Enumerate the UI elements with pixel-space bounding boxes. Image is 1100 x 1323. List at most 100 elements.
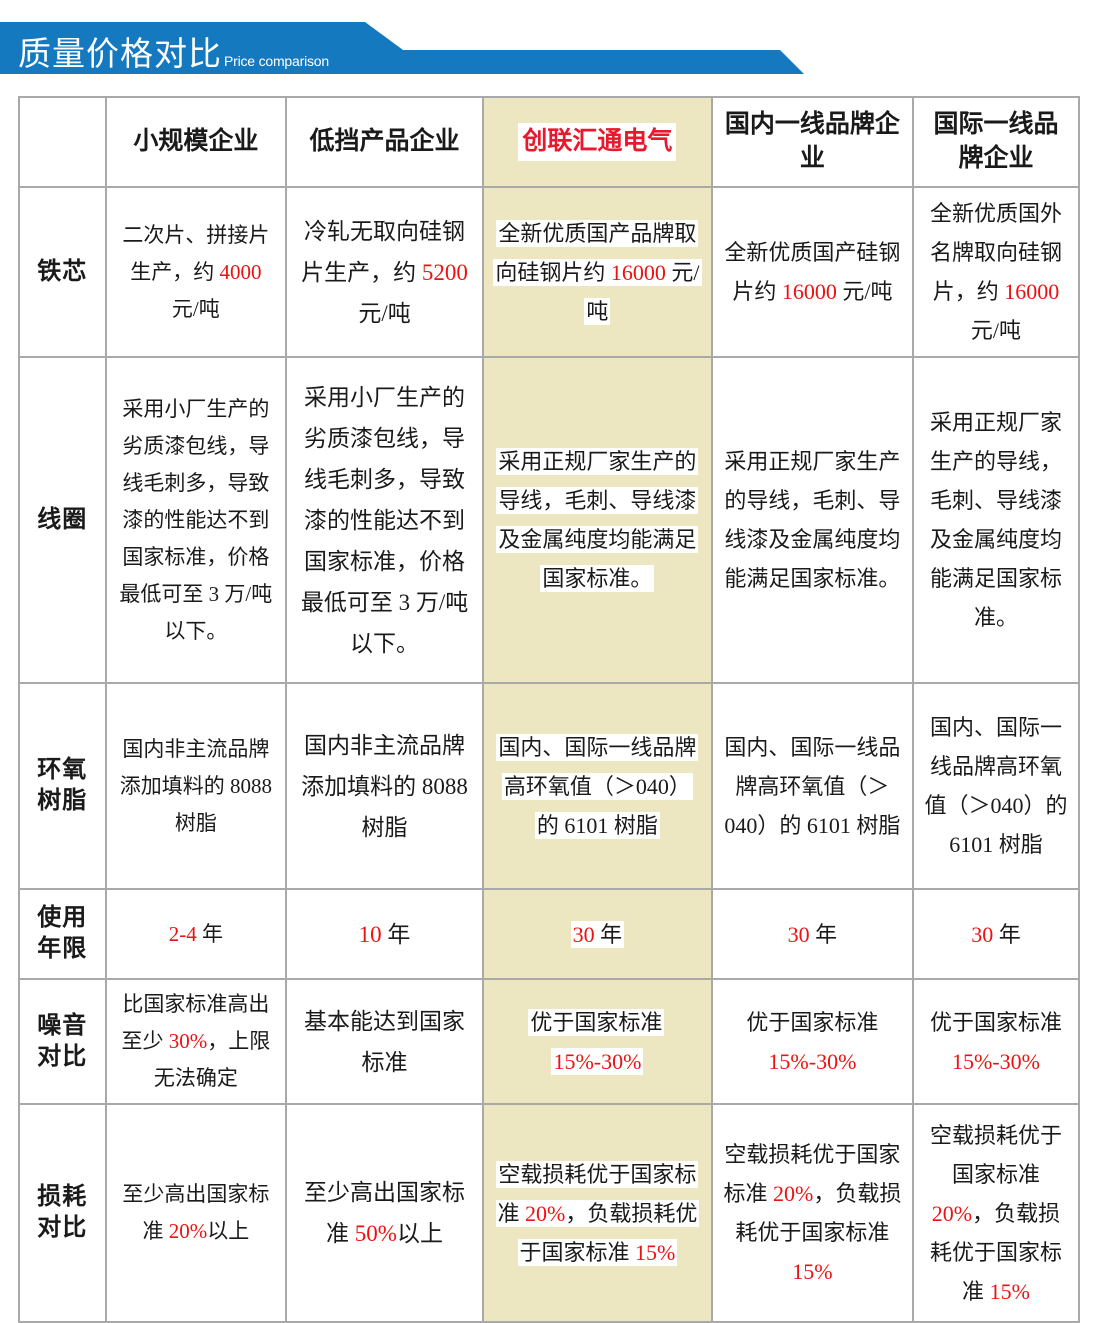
cell-value-text: 元/吨 (586, 259, 700, 324)
cell-content: 国内、国际一线品牌高环氧值（＞040）的 6101 树脂 (724, 735, 900, 838)
cell-value-text: 空载损耗优于国家标准 (723, 1142, 901, 1206)
cell-value-text: 采用正规厂家生产的导线，毛刺、导线漆及金属纯度均能满足国家标准。 (929, 410, 1062, 630)
row-label-4: 噪音对比 (18, 978, 107, 1105)
row-label-3: 使用年限 (18, 888, 107, 980)
cell-value-text: 优于国家标准 (530, 1009, 663, 1035)
cell-content: 30 年 (788, 922, 838, 947)
cell-domestic-0: 全新优质国产硅钢片约 16000 元/吨 (710, 186, 914, 358)
comparison-table-container: 小规模企业 低挡产品企业 创联汇通电气 国内一线品牌企业 国际一线品牌企业 铁芯 二次片、拼… (18, 96, 1081, 1323)
cell-value-text: ，负载损耗优于国家标准 (929, 1200, 1062, 1304)
cell-chuanglian-2: 国内、国际一线品牌高环氧值（＞040）的 6101 树脂 (481, 682, 713, 890)
header-cell-small: 小规模企业 (104, 96, 288, 188)
cell-value-number: 20% (773, 1181, 814, 1206)
cell-content: 比国家标准高出至少 30%，上限无法确定 (121, 992, 270, 1090)
cell-value-text: 国内、国际一线品牌高环氧值（＞040）的 6101 树脂 (924, 715, 1068, 857)
cell-value-text: 元/吨 (970, 318, 1022, 343)
cell-value-text: 基本能达到国家标准 (304, 1008, 466, 1075)
cell-value-text: 国内、国际一线品牌高环氧值（＞040）的 6101 树脂 (498, 734, 697, 838)
cell-value-number: 15%-30% (951, 1048, 1040, 1074)
cell-value-text: 年 (993, 921, 1021, 947)
row-label-1: 线圈 (18, 356, 107, 684)
cell-content: 采用正规厂家生产的导线，毛刺、导线漆及金属纯度均能满足国家标准。 (724, 449, 900, 591)
cell-value-number: 30 (572, 921, 595, 947)
cell-value-number: 30 (971, 921, 994, 947)
row-label-text: 环氧树脂 (37, 757, 88, 814)
cell-lowend-3: 10 年 (285, 888, 484, 980)
cell-lowend-2: 国内非主流品牌添加填料的 8088 树脂 (285, 682, 484, 890)
row-label-0: 铁芯 (18, 186, 107, 358)
cell-domestic-2: 国内、国际一线品牌高环氧值（＞040）的 6101 树脂 (710, 682, 914, 890)
banner-background-shape (0, 22, 804, 74)
table-row: 噪音对比 比国家标准高出至少 30%，上限无法确定 基本能达到国家标准 优于国家标准 … (18, 978, 1081, 1105)
cell-content: 冷轧无取向硅钢片生产，约 5200 元/吨 (301, 219, 468, 326)
header-label: 国内一线品牌企业 (724, 111, 900, 172)
cell-small-2: 国内非主流品牌添加填料的 8088 树脂 (104, 682, 288, 890)
table-header-row: 小规模企业 低挡产品企业 创联汇通电气 国内一线品牌企业 国际一线品牌企业 (18, 96, 1081, 188)
cell-content: 优于国家标准 15%-30% (930, 1010, 1062, 1074)
cell-content: 采用小厂生产的劣质漆包线，导线毛刺多，导致漆的性能达不到国家标准，价格最低可至 … (301, 385, 468, 656)
cell-chuanglian-3: 30 年 (481, 888, 713, 980)
quality-price-comparison-table: 小规模企业 低挡产品企业 创联汇通电气 国内一线品牌企业 国际一线品牌企业 铁芯 二次片、拼… (18, 96, 1081, 1323)
row-label-text: 铁芯 (37, 258, 88, 285)
header-cell-lowend: 低挡产品企业 (285, 96, 484, 188)
header-cell-chuanglian: 创联汇通电气 (481, 96, 713, 188)
cell-value-text: 国内非主流品牌添加填料的 8088 树脂 (301, 732, 468, 840)
cell-value-text: 至少高出国家标准 (122, 1182, 270, 1243)
cell-value-text: 采用小厂生产的劣质漆包线，导线毛刺多，导致漆的性能达不到国家标准，价格最低可至 … (119, 396, 273, 643)
cell-value-text: 二次片、拼接片生产，约 (122, 222, 270, 284)
cell-value-text: 空载损耗优于国家标准 (497, 1161, 697, 1226)
cell-value-text: 元/吨 (836, 279, 893, 304)
cell-value-text: 全新优质国产品牌取向硅钢片约 (495, 220, 697, 285)
cell-domestic-4: 优于国家标准 15%-30% (710, 978, 914, 1105)
table-row: 损耗对比 至少高出国家标准 20%以上 至少高出国家标准 50%以上 空载损耗优于国家… (18, 1103, 1081, 1323)
cell-small-5: 至少高出国家标准 20%以上 (104, 1103, 288, 1323)
cell-content: 全新优质国外名牌取向硅钢片，约 16000 元/吨 (930, 201, 1062, 343)
cell-international-0: 全新优质国外名牌取向硅钢片，约 16000 元/吨 (911, 186, 1081, 358)
cell-lowend-1: 采用小厂生产的劣质漆包线，导线毛刺多，导致漆的性能达不到国家标准，价格最低可至 … (285, 356, 484, 684)
cell-value-text: 优于国家标准 (929, 1009, 1062, 1035)
cell-content: 10 年 (359, 922, 411, 947)
cell-small-4: 比国家标准高出至少 30%，上限无法确定 (104, 978, 288, 1105)
cell-value-text: 全新优质国产硅钢片约 (724, 240, 901, 304)
cell-value-text: 国内非主流品牌添加填料的 8088 树脂 (119, 736, 272, 835)
cell-content: 国内非主流品牌添加填料的 8088 树脂 (120, 737, 272, 835)
cell-value-number: 16000 (610, 259, 666, 285)
cell-small-1: 采用小厂生产的劣质漆包线，导线毛刺多，导致漆的性能达不到国家标准，价格最低可至 … (104, 356, 288, 684)
cell-small-0: 二次片、拼接片生产，约 4000 元/吨 (104, 186, 288, 358)
cell-value-text: 年 (594, 921, 623, 947)
cell-value-number: 20% (525, 1200, 566, 1226)
cell-value-text: 至少高出国家标准 (304, 1180, 466, 1246)
cell-international-5: 空载损耗优于国家标准 20%，负载损耗优于国家标准 15% (911, 1103, 1081, 1323)
row-label-text: 噪音对比 (37, 1012, 88, 1070)
row-label-text: 损耗对比 (37, 1184, 88, 1241)
cell-content: 采用正规厂家生产的导线，毛刺、导线漆及金属纯度均能满足国家标准。 (930, 410, 1062, 630)
cell-value-text: 冷轧无取向硅钢片生产，约 (301, 218, 466, 285)
cell-content: 30 年 (570, 920, 625, 948)
cell-international-4: 优于国家标准 15%-30% (911, 978, 1081, 1105)
cell-value-number: 5200 (421, 259, 468, 285)
cell-domestic-1: 采用正规厂家生产的导线，毛刺、导线漆及金属纯度均能满足国家标准。 (710, 356, 914, 684)
cell-content: 至少高出国家标准 50%以上 (304, 1180, 465, 1246)
cell-value-number: 50% (354, 1221, 397, 1246)
cell-value-number: 15%-30% (768, 1048, 857, 1074)
cell-value-number: 10 (358, 921, 382, 947)
table-row: 铁芯 二次片、拼接片生产，约 4000 元/吨 冷轧无取向硅钢片生产，约 5200 … (18, 186, 1081, 358)
page-banner: 质量价格对比 Price comparison (0, 0, 1100, 96)
cell-value-text: 优于国家标准 (746, 1009, 879, 1035)
cell-value-text: ，负载损耗优于国家标准 (735, 1181, 902, 1245)
cell-lowend-0: 冷轧无取向硅钢片生产，约 5200 元/吨 (285, 186, 484, 358)
cell-value-number: 16000 (781, 279, 837, 304)
cell-value-number: 30% (168, 1029, 208, 1053)
header-cell-domestic: 国内一线品牌企业 (710, 96, 914, 188)
header-cell-international: 国际一线品牌企业 (911, 96, 1081, 188)
cell-international-2: 国内、国际一线品牌高环氧值（＞040）的 6101 树脂 (911, 682, 1081, 890)
cell-content: 全新优质国产硅钢片约 16000 元/吨 (724, 240, 900, 304)
table-row: 环氧树脂 国内非主流品牌添加填料的 8088 树脂 国内非主流品牌添加填料的 808… (18, 682, 1081, 890)
cell-value-text: ，上限无法确定 (153, 1029, 271, 1090)
cell-value-number: 4000 (219, 259, 262, 284)
cell-content: 基本能达到国家标准 (304, 1009, 465, 1075)
cell-value-text: 采用正规厂家生产的导线，毛刺、导线漆及金属纯度均能满足国家标准。 (498, 449, 697, 591)
cell-value-text: 比国家标准高出至少 (121, 992, 270, 1053)
header-label: 低挡产品企业 (309, 128, 460, 155)
cell-value-text: 以上 (396, 1221, 443, 1246)
